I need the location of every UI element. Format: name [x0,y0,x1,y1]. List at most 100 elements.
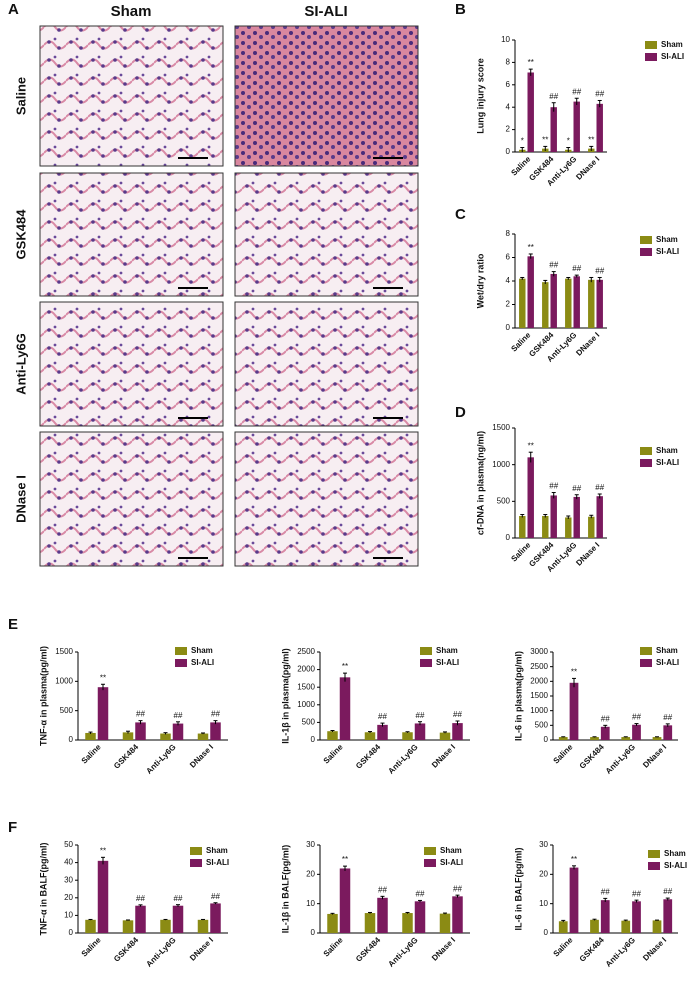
legend-label: SI-ALI [436,658,459,667]
y-tick-label: 1000 [492,460,510,469]
x-tick-label: GSK484 [354,935,382,963]
legend-swatch [190,847,202,855]
bar [573,101,580,152]
bar [85,919,96,933]
significance-label: ## [174,894,183,903]
legend-label: SI-ALI [656,658,679,667]
bar [565,278,572,328]
bar [85,732,96,740]
y-axis-label: TNF-α in plasma(pg/ml) [38,646,48,746]
y-tick-label: 0 [506,323,511,332]
legend-swatch [640,647,652,655]
y-tick-label: 1500 [297,682,315,691]
bar [569,867,579,933]
bar [402,732,413,740]
x-tick-label: DNase I [574,541,601,568]
x-tick-label: GSK484 [354,742,382,770]
bar [558,921,568,933]
legend-swatch [424,859,436,867]
legend-label: Sham [206,846,228,855]
bar [590,919,599,933]
legend-swatch [640,236,652,244]
significance-label: ## [595,267,604,276]
legend-label: Sham [656,235,678,244]
significance-label: ** [528,441,534,450]
x-tick-label: GSK484 [578,935,606,963]
y-tick-label: 1000 [530,706,548,715]
legend-swatch [645,41,657,49]
y-axis-label: TNF-α in BALF(pg/ml) [38,842,48,935]
bar [600,726,610,740]
bar [122,732,134,740]
legend-label: Sham [440,846,462,855]
significance-label: ## [136,710,145,719]
x-tick-label: Anti-Ly6G [386,743,419,776]
significance-label: ** [571,668,577,677]
significance-label: ## [378,712,387,721]
y-tick-label: 2 [506,300,511,309]
bar [550,495,557,538]
y-axis-label: IL-1β in BALF(pg/ml) [280,845,290,933]
y-axis-label: IL-1β in plasma(pg/ml) [280,648,290,744]
legend-label: Sham [436,646,458,655]
y-tick-label: 2500 [297,647,315,656]
y-tick-label: 30 [64,875,73,884]
significance-label: ## [211,710,220,719]
bar [550,273,557,328]
legend-swatch [640,248,652,256]
bar [210,903,221,933]
bar [197,733,209,740]
bar [527,256,534,328]
x-tick-label: DNase I [574,331,601,358]
y-axis-label: Wet/dry ratio [475,253,485,308]
y-tick-label: 500 [535,720,549,729]
y-tick-label: 50 [64,840,73,849]
x-tick-label: Saline [80,935,103,958]
bar [519,278,526,328]
legend-label: SI-ALI [191,658,214,667]
y-tick-label: 0 [311,735,316,744]
bar [160,919,171,933]
x-tick-label: GSK484 [112,935,140,963]
legend-swatch [420,647,432,655]
bar [588,279,595,328]
bar [135,905,146,933]
x-tick-label: DNase I [188,743,215,770]
y-tick-label: 10 [539,899,548,908]
significance-label: ## [632,713,641,722]
legend-swatch [175,647,187,655]
bar [565,517,572,538]
bar [558,737,568,740]
legend-label: Sham [656,446,678,455]
significance-label: ## [416,711,425,720]
bar [621,920,631,933]
significance-label: ** [571,855,577,864]
bar [364,913,376,933]
bar [542,282,549,328]
bar [452,723,463,740]
histology-image [234,25,419,167]
bar [600,900,610,933]
legend-swatch [175,659,187,667]
legend-swatch [640,447,652,455]
bar [97,687,109,740]
bar [569,682,579,740]
y-tick-label: 4 [506,102,511,111]
significance-label: * [521,137,524,146]
bar [377,897,388,933]
y-tick-label: 0 [506,533,511,542]
y-tick-label: 20 [306,869,315,878]
significance-label: ## [453,710,462,719]
histology-image [234,301,419,427]
bar [652,737,662,740]
bar [160,733,171,740]
legend-swatch [648,862,660,870]
bar [122,920,134,933]
y-axis-label: IL-6 in BALF(pg/ml) [513,848,523,931]
bar [573,276,580,328]
bar [663,725,673,740]
legend-label: Sham [664,849,686,858]
legend-swatch [648,850,660,858]
x-tick-label: DNase I [188,936,215,963]
